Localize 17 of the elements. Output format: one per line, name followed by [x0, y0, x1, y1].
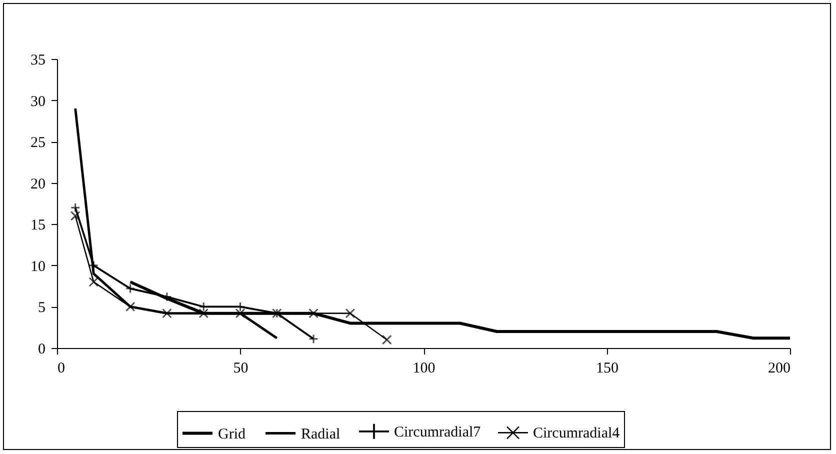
- legend-label: Circumradial4: [533, 426, 620, 442]
- y-tick-label: 30: [30, 94, 46, 110]
- y-tick-label: 5: [38, 300, 46, 316]
- y-tick-label: 25: [30, 135, 46, 152]
- x-tick-label: 50: [233, 360, 248, 376]
- legend-label: Radial: [301, 426, 340, 442]
- x-tick-label: 150: [596, 360, 618, 376]
- x-tick-label: 0: [58, 360, 65, 376]
- legend-label: Grid: [218, 426, 246, 442]
- y-tick-label: 15: [30, 218, 46, 234]
- y-tick-label: 0: [38, 342, 46, 358]
- legend-label: Circumradial7: [394, 424, 482, 440]
- x-tick-label: 200: [768, 360, 790, 376]
- y-tick-label: 20: [30, 176, 46, 192]
- y-tick-label: 10: [30, 258, 46, 275]
- y-tick-label: 35: [30, 52, 46, 68]
- x-tick-label: 100: [412, 360, 436, 376]
